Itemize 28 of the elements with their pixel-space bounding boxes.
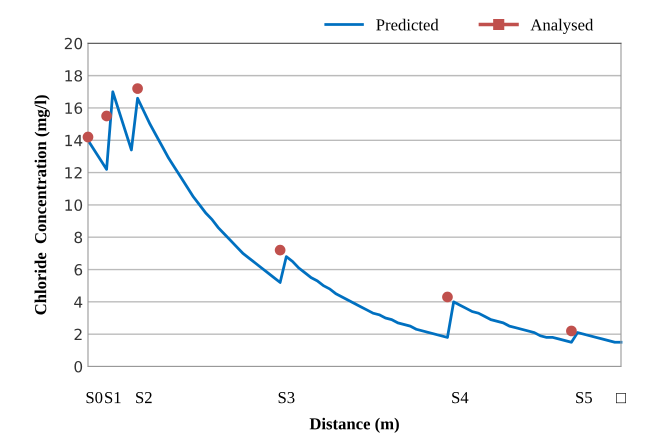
y-tick-label: 12 (65, 167, 82, 178)
y-tick-label: 20 (64, 38, 82, 50)
x-tick-label: S5 (576, 392, 592, 404)
x-axis-title: Distance (m) (310, 418, 399, 433)
y-tick-label: 10 (65, 199, 82, 211)
y-tick-label: 4 (74, 296, 82, 308)
y-tick-label: 8 (74, 232, 82, 244)
point (442, 292, 453, 302)
point (274, 244, 286, 256)
point (101, 110, 112, 122)
y-tick-label: 6 (74, 264, 82, 276)
point (566, 326, 577, 336)
legend-label: Analysed (530, 18, 594, 34)
y-tick-label: 2 (74, 328, 82, 340)
x-tick-label: S2 (136, 392, 152, 404)
x-tick-label: □ (616, 393, 626, 404)
x-tick-label: S1 (105, 392, 121, 404)
x-tick-label: S3 (278, 392, 294, 404)
y-tick-label: 16 (65, 102, 82, 114)
y-tick-label: 0 (74, 360, 82, 373)
legend-label: Predicted (376, 18, 439, 30)
y-tick-label: 14 (65, 134, 82, 146)
x-tick-label: S4 (452, 392, 468, 404)
point (132, 83, 143, 94)
y-axis-title: Chloride Concentration (mg/l) (34, 95, 50, 314)
y-tick-label: 18 (65, 70, 82, 82)
point (82, 132, 94, 142)
x-tick-label: S0 (86, 392, 102, 404)
